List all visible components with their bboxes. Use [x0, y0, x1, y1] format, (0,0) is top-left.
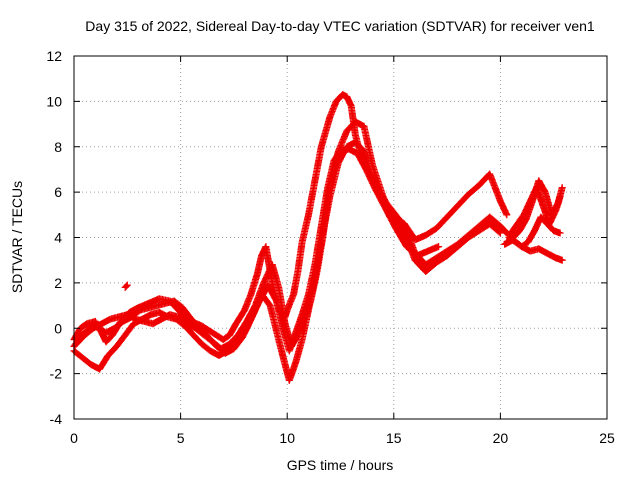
- y-tick-label: 4: [54, 230, 62, 246]
- x-tick-label: 15: [386, 430, 402, 446]
- y-tick-label: 0: [54, 320, 62, 336]
- x-tick-label: 0: [70, 430, 78, 446]
- axis-ticks: 0 5 10 15 20 25 -4 -2 0 2 4 6 8 10 12: [46, 48, 615, 446]
- series-outlier: [121, 281, 131, 291]
- y-tick-label: 10: [46, 93, 62, 109]
- x-tick-label: 20: [493, 430, 509, 446]
- plot-frame: [73, 55, 608, 420]
- y-axis-label: SDTVAR / TECUs: [9, 181, 25, 293]
- chart-title: Day 315 of 2022, Sidereal Day-to-day VTE…: [85, 18, 595, 34]
- y-tick-label: 8: [54, 139, 62, 155]
- plus-markers: [70, 91, 511, 346]
- y-tick-label: 12: [46, 48, 62, 64]
- y-tick-label: -4: [50, 411, 63, 427]
- x-tick-label: 25: [599, 430, 615, 446]
- series-trace-7: [501, 236, 566, 264]
- plus-markers: [70, 145, 443, 357]
- x-axis-label: GPS time / hours: [287, 457, 394, 473]
- y-tick-label: 2: [54, 275, 62, 291]
- grid: [74, 56, 607, 419]
- series-trace-1: [70, 91, 511, 346]
- y-tick-label: 6: [54, 184, 62, 200]
- series-trace-4: [70, 145, 443, 357]
- x-tick-label: 10: [279, 430, 295, 446]
- y-tick-label: -2: [50, 366, 63, 382]
- data-points: [70, 91, 566, 384]
- plus-markers: [501, 236, 566, 264]
- plus-markers: [121, 281, 131, 291]
- plus-markers: [507, 184, 564, 237]
- x-tick-label: 5: [177, 430, 185, 446]
- series-trace-8: [507, 184, 564, 237]
